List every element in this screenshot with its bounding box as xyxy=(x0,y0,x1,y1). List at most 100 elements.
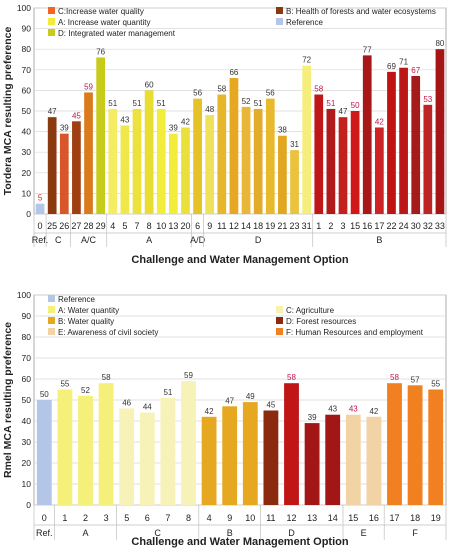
x-tick-label: 25 xyxy=(47,221,57,231)
y-tick-label: 40 xyxy=(22,127,32,137)
bar xyxy=(265,98,275,214)
x-tick-label: 6 xyxy=(195,221,200,231)
data-label: 43 xyxy=(328,405,337,414)
x-tick-label: 27 xyxy=(71,221,81,231)
x-tick-label: 5 xyxy=(122,221,127,231)
bar xyxy=(253,108,263,214)
y-tick-label: 100 xyxy=(17,290,31,300)
x-tick-label: 15 xyxy=(350,221,360,231)
bar xyxy=(119,408,135,505)
legend-swatch xyxy=(48,317,55,324)
y-tick-label: 80 xyxy=(22,332,32,342)
x-tick-label: 8 xyxy=(186,513,191,523)
x-tick-label: 33 xyxy=(435,221,445,231)
data-label: 53 xyxy=(423,95,432,104)
y-tick-label: 0 xyxy=(26,500,31,510)
data-label: 67 xyxy=(411,66,420,75)
data-label: 76 xyxy=(96,47,105,56)
group-label: B xyxy=(227,528,233,538)
bar xyxy=(201,416,217,505)
bar xyxy=(132,108,142,214)
x-tick-label: 9 xyxy=(227,513,232,523)
bar xyxy=(156,108,166,214)
bar xyxy=(302,65,312,215)
bar xyxy=(290,150,299,214)
y-tick-label: 20 xyxy=(22,168,32,178)
data-label: 56 xyxy=(266,89,275,98)
data-label: 49 xyxy=(246,392,255,401)
x-tick-label: 8 xyxy=(147,221,152,231)
x-tick-label: 7 xyxy=(134,221,139,231)
bar xyxy=(217,94,227,214)
x-tick-label: 18 xyxy=(253,221,263,231)
x-tick-label: 10 xyxy=(156,221,166,231)
x-tick-label: 4 xyxy=(110,221,115,231)
y-tick-label: 60 xyxy=(22,85,32,95)
x-tick-label: 21 xyxy=(277,221,287,231)
x-tick-label: 31 xyxy=(302,221,312,231)
bar xyxy=(350,111,360,214)
group-label: E xyxy=(361,528,367,538)
bar xyxy=(168,133,178,214)
legend-swatch xyxy=(276,317,283,324)
x-tick-label: 4 xyxy=(207,513,212,523)
bar xyxy=(193,98,202,214)
y-tick-label: 0 xyxy=(26,209,31,219)
data-label: 55 xyxy=(431,380,440,389)
legend-swatch xyxy=(276,306,283,313)
x-tick-label: 0 xyxy=(38,221,43,231)
legend-swatch xyxy=(48,18,55,25)
data-label: 42 xyxy=(375,117,384,126)
data-label: 39 xyxy=(169,124,178,133)
bar xyxy=(435,49,445,215)
group-label: A xyxy=(82,528,88,538)
data-label: 51 xyxy=(133,99,142,108)
bar xyxy=(407,385,423,505)
legend-label: A: Increase water quantity xyxy=(58,18,151,27)
data-label: 51 xyxy=(108,99,117,108)
legend-swatch xyxy=(48,295,55,302)
x-tick-label: 0 xyxy=(42,513,47,523)
bar xyxy=(120,125,130,214)
data-label: 69 xyxy=(387,62,396,71)
data-label: 51 xyxy=(157,99,166,108)
data-label: 72 xyxy=(302,56,311,65)
legend-swatch xyxy=(276,18,283,25)
data-label: 52 xyxy=(81,386,90,395)
y-axis-title: Rmel MCA resulting preference xyxy=(2,322,14,478)
bar xyxy=(108,108,118,214)
data-label: 5 xyxy=(38,194,43,203)
bar xyxy=(144,90,154,214)
x-tick-label: 22 xyxy=(386,221,396,231)
x-tick-label: 32 xyxy=(423,221,433,231)
x-axis-title: Challenge and Water Management Option xyxy=(131,254,348,266)
group-label: F xyxy=(412,528,418,538)
data-label: 47 xyxy=(225,396,234,405)
group-label: A xyxy=(146,235,152,245)
data-label: 47 xyxy=(339,107,348,116)
group-label: D xyxy=(288,528,295,538)
data-label: 58 xyxy=(314,85,323,94)
y-tick-label: 70 xyxy=(22,65,32,75)
x-tick-label: 1 xyxy=(62,513,67,523)
data-label: 59 xyxy=(184,371,193,380)
x-tick-label: 10 xyxy=(245,513,255,523)
bar xyxy=(423,104,433,214)
data-label: 60 xyxy=(145,80,154,89)
y-axis-title: Tordera MCA resulting preference xyxy=(2,27,14,196)
data-label: 45 xyxy=(266,401,275,410)
data-label: 47 xyxy=(48,107,57,116)
x-tick-label: 18 xyxy=(410,513,420,523)
x-tick-label: 30 xyxy=(411,221,421,231)
data-label: 66 xyxy=(229,68,238,77)
bar xyxy=(387,71,396,214)
bar xyxy=(263,410,279,505)
data-label: 71 xyxy=(399,58,408,67)
legend-label: Reference xyxy=(286,18,323,27)
bar xyxy=(84,92,93,214)
bar xyxy=(72,121,81,214)
legend-label: D: Forest resources xyxy=(286,317,356,326)
data-label: 58 xyxy=(102,373,111,382)
data-label: 42 xyxy=(181,117,190,126)
